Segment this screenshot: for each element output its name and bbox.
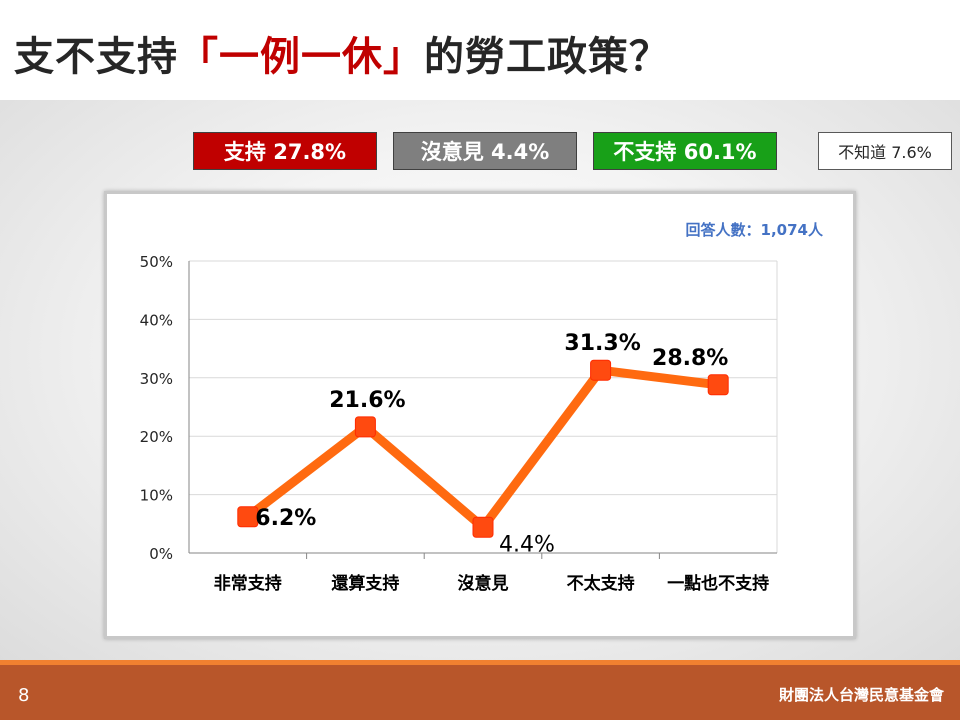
summary-unknown-box: 不知道 7.6% [818, 132, 952, 170]
chart-panel: 回答人數：1,074人 0% 10% 20% 30% 40% 50% 非常支持 還算支持 沒意… [104, 191, 856, 639]
title-bar: 支不支持「一例一休」的勞工政策？ [0, 0, 960, 100]
x-tick-label: 沒意見 [458, 573, 509, 594]
data-point-marker [472, 516, 494, 538]
data-point-marker [707, 374, 729, 396]
y-tick-label: 20% [140, 428, 173, 446]
title-highlight: 「一例一休」 [178, 34, 424, 80]
data-point-marker [354, 416, 376, 438]
footer-bar [0, 665, 960, 720]
page-number: 8 [18, 685, 30, 706]
y-tick-label: 30% [140, 370, 173, 388]
data-label: 21.6% [329, 388, 405, 413]
footer-stripe [0, 660, 960, 666]
data-point-marker [237, 506, 259, 528]
x-tick-label: 不太支持 [567, 573, 635, 594]
data-label: 4.4% [499, 532, 555, 557]
data-label: 28.8% [652, 346, 728, 371]
x-tick-label: 一點也不支持 [667, 573, 769, 594]
organization-name: 財團法人台灣民意基金會 [778, 686, 944, 704]
y-tick-label: 40% [140, 311, 173, 329]
data-label: 31.3% [564, 331, 640, 356]
summary-support-box: 支持 27.8% [193, 132, 377, 170]
summary-oppose-box: 不支持 60.1% [593, 132, 777, 170]
title-prefix: 支不支持 [14, 34, 178, 80]
x-tick-label: 還算支持 [331, 573, 399, 594]
data-label: 6.2% [255, 506, 316, 531]
y-tick-label: 10% [140, 487, 173, 505]
respondent-count: 回答人數：1,074人 [685, 221, 823, 239]
line-chart: 0%10%20%30%40%50% 非常支持 還算支持 沒意見 不太支持 一點也不支持 … [140, 253, 778, 594]
y-tick-label: 0% [149, 545, 173, 563]
x-tick-label: 非常支持 [214, 573, 282, 594]
series-line [245, 365, 719, 532]
summary-neutral-box: 沒意見 4.4% [393, 132, 577, 170]
data-point-marker [590, 359, 612, 381]
title-suffix: 的勞工政策？ [424, 34, 670, 80]
y-tick-label: 50% [140, 253, 173, 271]
slide-title: 支不支持「一例一休」的勞工政策？ [14, 24, 670, 82]
